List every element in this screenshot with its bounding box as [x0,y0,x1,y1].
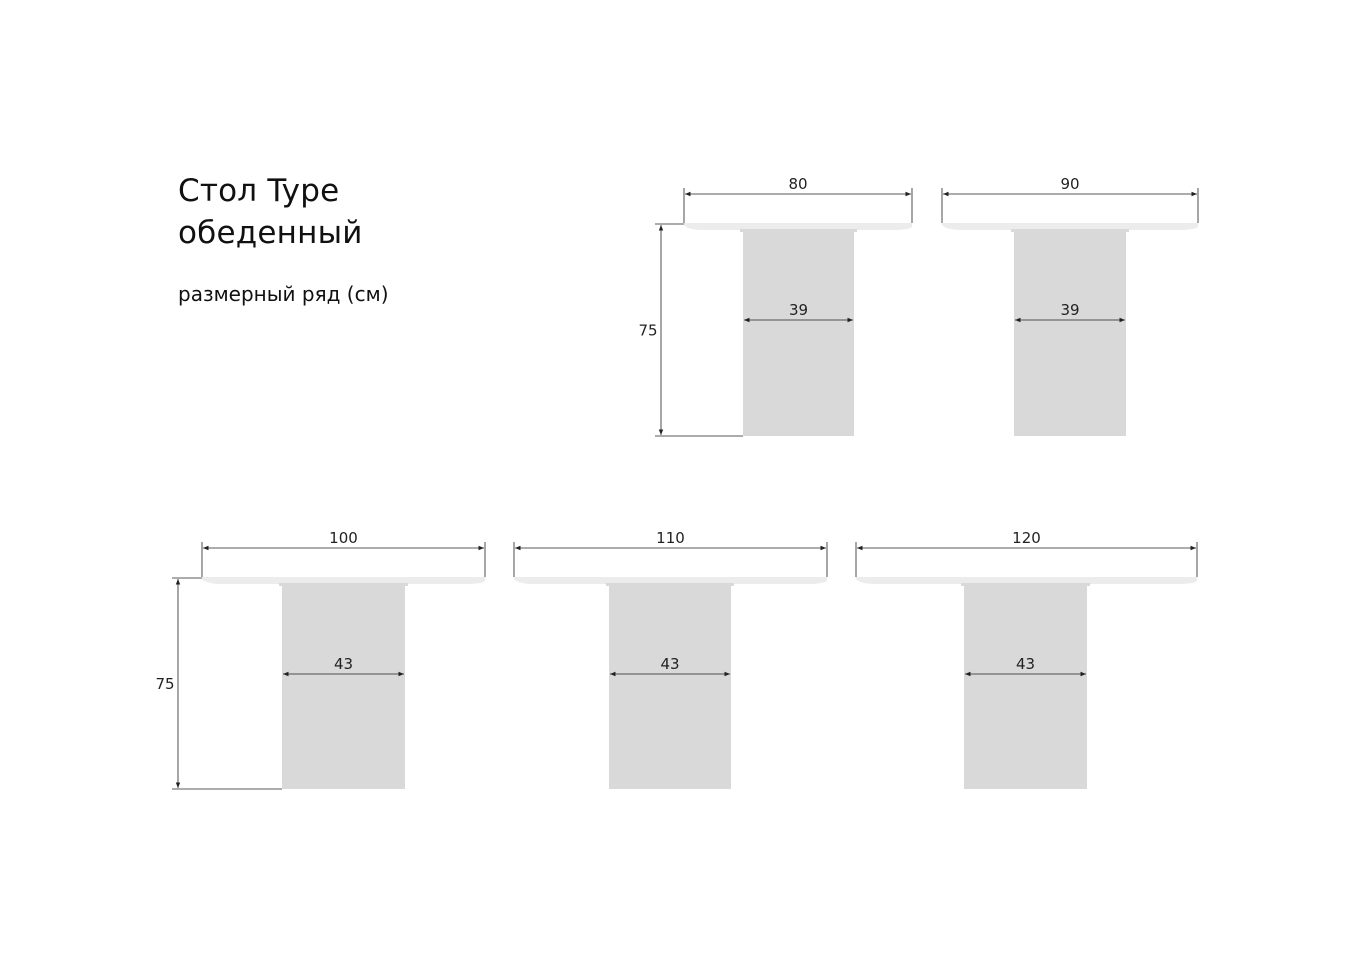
leg-width-label: 39 [789,301,808,319]
leg-flange [606,583,734,586]
table-leg [1014,232,1126,436]
leg-flange [279,583,408,586]
leg-flange [740,229,857,232]
width-label: 80 [788,175,807,193]
tabletop [514,577,827,584]
height-label: 75 [638,322,657,340]
subtitle: размерный ряд (см) [178,282,389,306]
table-leg [282,586,405,789]
width-label: 110 [656,529,685,547]
tabletop [202,577,485,584]
leg-width-label: 43 [1016,655,1035,673]
leg-flange [1011,229,1129,232]
leg-width-label: 43 [660,655,679,673]
width-label: 100 [329,529,358,547]
table-leg [964,586,1087,789]
tabletop [684,223,912,230]
table-120: 120 43 [855,529,1198,789]
table-110: 110 43 [513,529,828,789]
table-100: 100 43 75 [155,529,486,790]
tabletop [942,223,1198,230]
title-line-1: Стол Type [178,173,340,209]
width-label: 90 [1060,175,1079,193]
table-leg [743,232,854,436]
table-90: 90 39 [941,175,1199,436]
page-title: Стол Type обеденный [178,170,363,254]
leg-width-label: 39 [1060,301,1079,319]
title-line-2: обеденный [178,215,363,251]
leg-flange [961,583,1090,586]
width-label: 120 [1012,529,1041,547]
leg-width-label: 43 [334,655,353,673]
tabletop [856,577,1197,584]
height-label: 75 [155,675,174,693]
table-80: 80 39 75 [638,175,913,437]
table-leg [609,586,731,789]
